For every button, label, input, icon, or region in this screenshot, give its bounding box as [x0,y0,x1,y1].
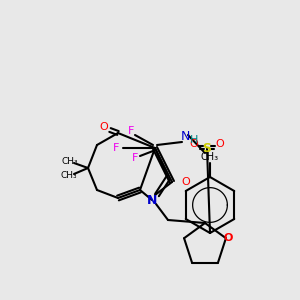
Text: O: O [216,139,224,149]
Text: O: O [190,139,198,149]
Text: CH₃: CH₃ [62,158,78,166]
Text: H: H [190,135,198,145]
Text: F: F [132,153,138,163]
Text: O: O [182,177,190,187]
Text: F: F [113,143,119,153]
Text: O: O [223,233,232,243]
Text: CH₃: CH₃ [201,152,219,162]
Text: S: S [202,142,211,154]
Text: N: N [147,194,157,206]
Text: O: O [100,122,108,132]
Text: N: N [180,130,190,143]
Text: F: F [128,126,134,136]
Text: CH₃: CH₃ [61,172,77,181]
